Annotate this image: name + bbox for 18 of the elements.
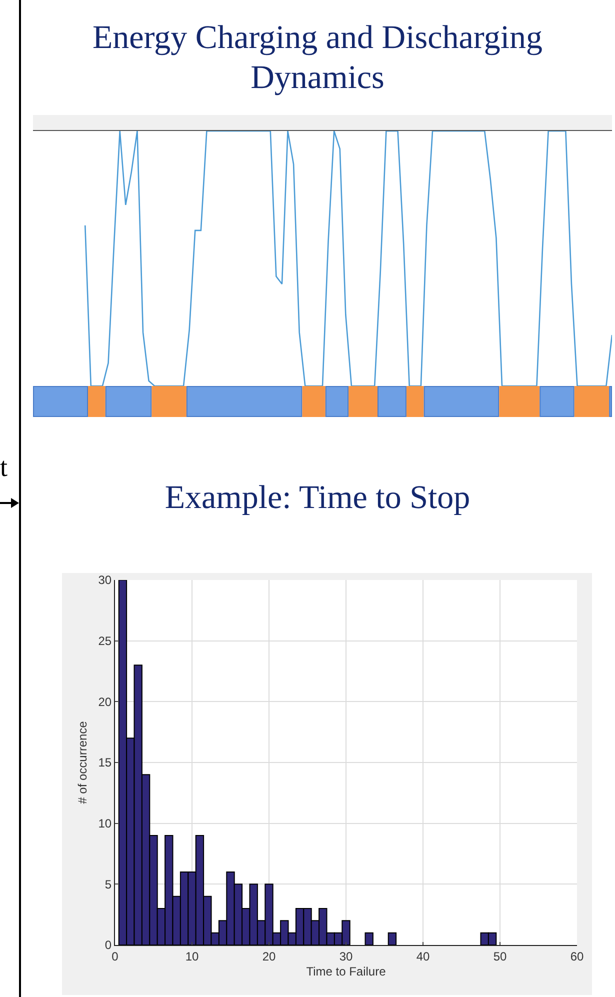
y-tick-label: 10 <box>98 816 112 831</box>
x-tick-label: 60 <box>570 949 584 964</box>
y-tick-label: 25 <box>98 634 112 648</box>
x-tick-label: 20 <box>262 949 276 964</box>
chart-title: Example: Time to Stop <box>164 479 472 518</box>
y-tick-label: 20 <box>98 694 112 709</box>
y-tick-label: 0 <box>104 938 112 952</box>
text: t <box>0 452 8 483</box>
x-axis-title: Time to Failure <box>306 964 386 978</box>
y-tick-label: 5 <box>104 877 112 892</box>
y-axis-title: # of occurrence <box>76 720 90 804</box>
chart-title: Energy Charging and Discharging Dynamics <box>91 19 544 98</box>
x-tick-label: 30 <box>339 949 353 964</box>
x-tick-label: 50 <box>493 949 507 964</box>
x-tick-label: 10 <box>185 949 199 964</box>
x-tick-label: 40 <box>416 949 430 964</box>
y-tick-label: 30 <box>98 573 112 588</box>
y-tick-label: 15 <box>98 756 112 770</box>
